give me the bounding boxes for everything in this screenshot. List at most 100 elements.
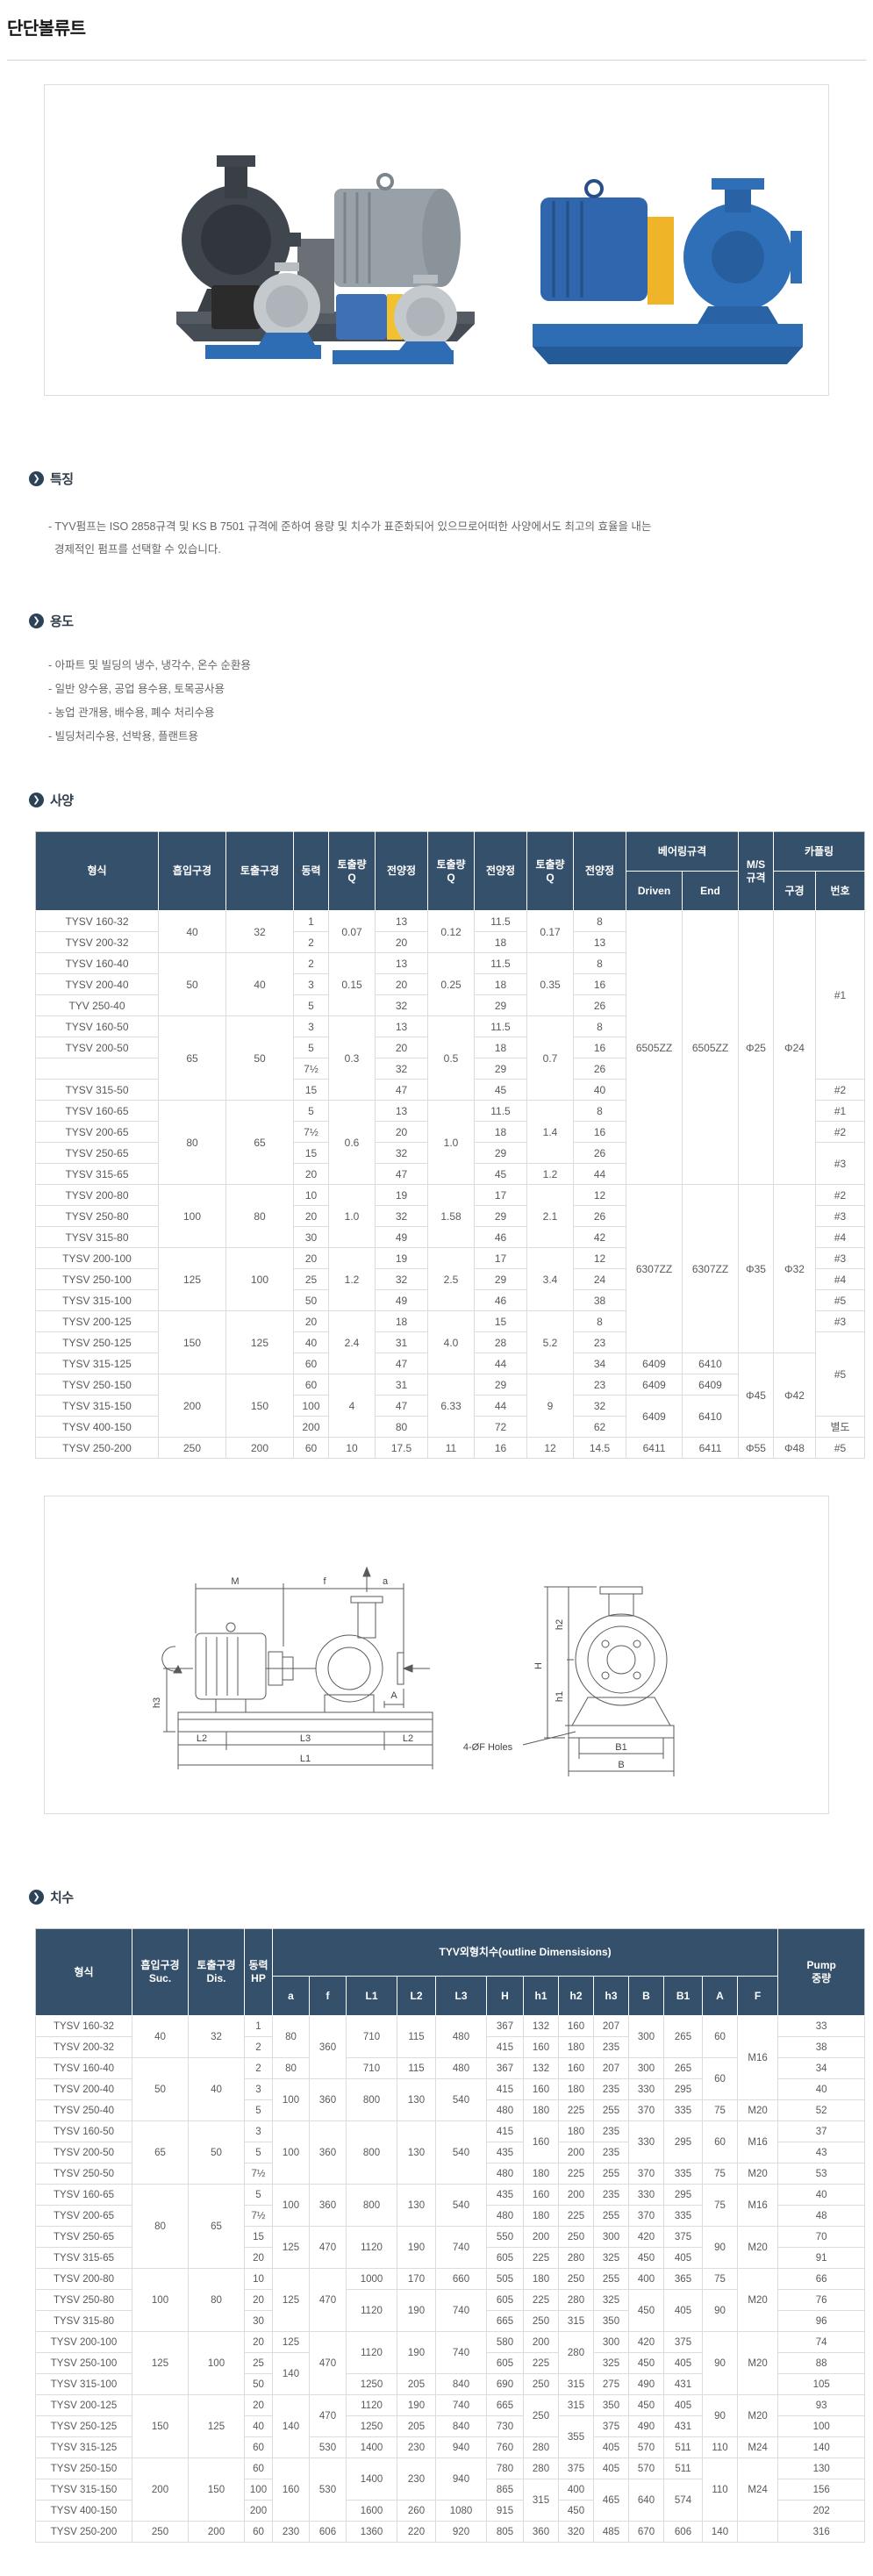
cell: M20 (736, 2099, 779, 2121)
cell: 505 (486, 2268, 524, 2290)
cell: 16 (573, 973, 626, 995)
cell: 480 (486, 2099, 524, 2121)
cell: 550 (486, 2226, 524, 2248)
cell: 132 (523, 2057, 559, 2079)
cell: 125 (272, 2226, 310, 2269)
cell: 18 (474, 1037, 527, 1058)
cell: 160 (558, 2057, 594, 2079)
cell: 255 (593, 2099, 629, 2121)
cell: 140 (272, 2352, 310, 2395)
cell: 605 (486, 2352, 524, 2374)
header-cell: f (309, 1976, 347, 2016)
header-cell: a (272, 1976, 310, 2016)
cell: TYSV 250-150 (35, 2458, 132, 2479)
cell: TYSV 200-32 (35, 931, 159, 953)
cell: 180 (523, 2099, 559, 2121)
cell: 325 (593, 2352, 629, 2374)
cell: 470 (309, 2394, 347, 2437)
cell: 44 (573, 1163, 626, 1185)
cell: Φ48 (773, 1437, 817, 1459)
cell: 1.0 (328, 1184, 376, 1248)
cell: #5 (815, 1289, 866, 1311)
features-line: 경제적인 펌프를 선택할 수 있습니다. (54, 543, 221, 556)
cell: 23 (573, 1331, 626, 1353)
header-cell: 전양정 (474, 831, 527, 911)
cell: 45 (474, 1163, 527, 1185)
cell: 570 (628, 2458, 664, 2479)
cell: 370 (628, 2163, 664, 2185)
cell: 740 (435, 2394, 487, 2416)
cell: 235 (593, 2142, 629, 2163)
cell: 150 (132, 2394, 189, 2458)
header-cell: 형식 (35, 831, 159, 911)
cell: 100 (225, 1247, 294, 1311)
cell: 1400 (346, 2436, 397, 2458)
cell: 8 (573, 1310, 626, 1332)
cell: 160 (523, 2184, 559, 2206)
cell: 5 (244, 2099, 273, 2121)
cell: 10 (328, 1437, 376, 1459)
cell: 65 (188, 2184, 245, 2269)
cell: 350 (593, 2310, 629, 2332)
cell: 80 (272, 2015, 310, 2058)
cell: 640 (628, 2479, 664, 2522)
cell: 40 (225, 952, 294, 1016)
cell: 540 (435, 2184, 487, 2227)
cell: 405 (593, 2458, 629, 2479)
cell: 80 (225, 1184, 294, 1248)
cell: 75 (702, 2163, 738, 2185)
cell: TYSV 400-150 (35, 1416, 159, 1438)
cell: 75 (702, 2099, 738, 2121)
cell: 125 (272, 2268, 310, 2332)
cell: 12 (573, 1184, 626, 1206)
cell: 200 (293, 1416, 329, 1438)
cell: 200 (244, 2500, 273, 2522)
cell: 250 (132, 2521, 189, 2543)
cell: TYSV 315-125 (35, 2436, 132, 2458)
cell: 370 (628, 2205, 664, 2227)
cell: 66 (777, 2268, 866, 2290)
cell: 50 (244, 2373, 273, 2395)
cell: 265 (663, 2015, 703, 2058)
cell: 2.4 (328, 1310, 376, 1374)
section-bullet-icon: ❯ (29, 614, 44, 628)
cell: 8 (573, 952, 626, 974)
table-row: TYSV 250-65 15 32 29 26 #3 (35, 1142, 866, 1185)
cell: TYSV 250-125 (35, 2415, 132, 2437)
dim-label-M: M (231, 1576, 239, 1587)
cell: TYSV 315-150 (35, 2479, 132, 2501)
cell: TYSV 160-40 (35, 952, 159, 974)
cell: 12 (526, 1437, 574, 1459)
cell: 38 (573, 1289, 626, 1311)
cell: 1.0 (427, 1100, 475, 1185)
table-row: TYSV 200-40 3 100 360 800 130 540 415 160 180 235 3… (35, 2078, 866, 2121)
title-divider (7, 60, 866, 61)
table-row: TYSV 200-100 125 100 20 125 470 1120 190 740 580 2… (35, 2331, 866, 2395)
header-row: 형식 흡입구경 Suc. 토출구경 Dis. 동력 HP TYV외형치수(outline… (35, 1928, 866, 2016)
cell: 42 (573, 1226, 626, 1248)
cell: 29 (474, 1374, 527, 1396)
cell: 325 (593, 2247, 629, 2269)
cell: 415 (486, 2036, 524, 2058)
cell: 48 (777, 2205, 866, 2227)
cell: TYSV 250-200 (35, 1437, 159, 1459)
header-cell: 흡입구경 Suc. (132, 1928, 189, 2016)
cell: 15 (244, 2226, 273, 2248)
cell: 275 (593, 2373, 629, 2395)
table-row: TYSV 200-100 125 100 20 1.2 19 2.5 17 3.4 12 #3 (35, 1247, 866, 1311)
cell: TYSV 200-40 (35, 973, 159, 995)
cell: 207 (593, 2057, 629, 2079)
cell: 375 (663, 2226, 703, 2248)
cell: 180 (523, 2205, 559, 2227)
cell: 316 (777, 2521, 866, 2543)
cell: 49 (375, 1289, 428, 1311)
table-row: TYSV 200-32 2 415 160 180 235 38 (35, 2036, 866, 2058)
cell: 200 (158, 1374, 226, 1438)
cell: 6409 (626, 1374, 683, 1396)
table-row: TYSV 200-80 100 80 10 1.0 19 1.58 17 2.1 12 6307ZZ… (35, 1184, 866, 1353)
cell: #5 (815, 1331, 866, 1417)
cell: 740 (435, 2289, 487, 2332)
cell: 6411 (681, 1437, 740, 1459)
header-cell: 토출구경 Dis. (188, 1928, 245, 2016)
cell: 49 (375, 1226, 428, 1248)
